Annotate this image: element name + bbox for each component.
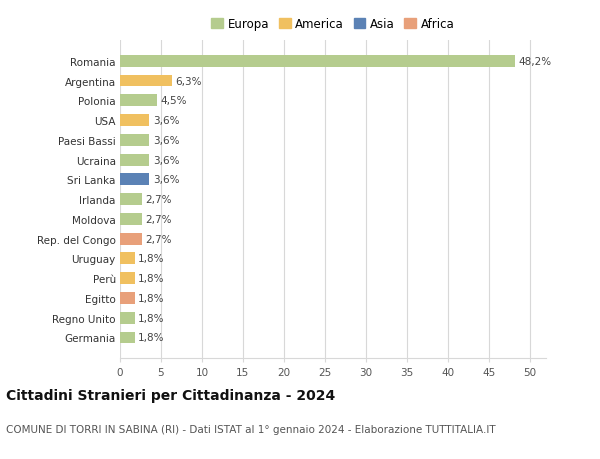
Text: 48,2%: 48,2% bbox=[518, 56, 551, 67]
Bar bbox=[120, 253, 135, 265]
Legend: Europa, America, Asia, Africa: Europa, America, Asia, Africa bbox=[209, 16, 457, 33]
Bar bbox=[120, 95, 157, 107]
Text: 2,7%: 2,7% bbox=[145, 214, 172, 224]
Bar bbox=[120, 312, 135, 324]
Text: 1,8%: 1,8% bbox=[138, 274, 164, 284]
Bar bbox=[120, 75, 172, 87]
Bar bbox=[120, 154, 149, 166]
Bar bbox=[120, 56, 515, 67]
Bar bbox=[120, 174, 149, 186]
Bar bbox=[120, 115, 149, 127]
Text: 2,7%: 2,7% bbox=[145, 195, 172, 205]
Text: 2,7%: 2,7% bbox=[145, 234, 172, 244]
Text: 3,6%: 3,6% bbox=[153, 116, 179, 126]
Bar bbox=[120, 273, 135, 285]
Text: 1,8%: 1,8% bbox=[138, 313, 164, 323]
Bar bbox=[120, 213, 142, 225]
Bar bbox=[120, 292, 135, 304]
Text: 3,6%: 3,6% bbox=[153, 135, 179, 146]
Text: COMUNE DI TORRI IN SABINA (RI) - Dati ISTAT al 1° gennaio 2024 - Elaborazione TU: COMUNE DI TORRI IN SABINA (RI) - Dati IS… bbox=[6, 425, 496, 435]
Text: 1,8%: 1,8% bbox=[138, 293, 164, 303]
Bar bbox=[120, 134, 149, 146]
Text: 3,6%: 3,6% bbox=[153, 175, 179, 185]
Bar bbox=[120, 194, 142, 206]
Text: Cittadini Stranieri per Cittadinanza - 2024: Cittadini Stranieri per Cittadinanza - 2… bbox=[6, 388, 335, 402]
Text: 3,6%: 3,6% bbox=[153, 155, 179, 165]
Text: 4,5%: 4,5% bbox=[160, 96, 187, 106]
Text: 1,8%: 1,8% bbox=[138, 333, 164, 343]
Text: 1,8%: 1,8% bbox=[138, 254, 164, 264]
Bar bbox=[120, 233, 142, 245]
Bar bbox=[120, 332, 135, 344]
Text: 6,3%: 6,3% bbox=[175, 76, 202, 86]
